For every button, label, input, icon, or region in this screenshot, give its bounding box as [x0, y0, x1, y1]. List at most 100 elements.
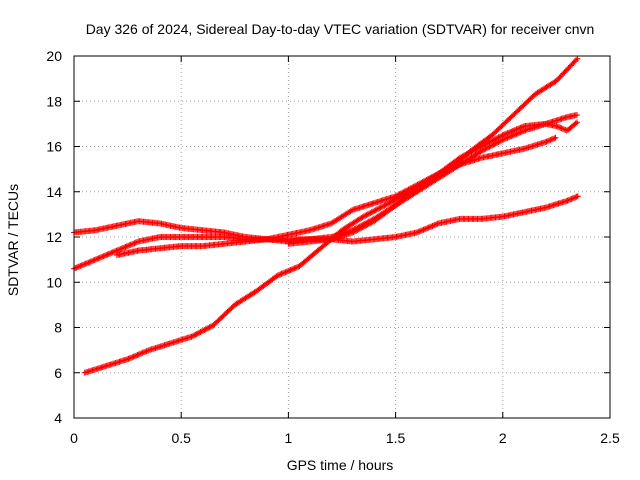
y-tick-label: 6 [54, 365, 62, 381]
y-tick-label: 12 [46, 229, 62, 245]
y-axis-label: SDTVAR / TECUs [5, 184, 21, 296]
y-tick-label: 4 [54, 410, 62, 426]
series-markers [285, 193, 581, 247]
data-point [255, 290, 257, 292]
y-tick-label: 20 [46, 48, 62, 64]
data-point [202, 236, 204, 238]
data-point [502, 216, 504, 218]
y-tick-label: 16 [46, 139, 62, 155]
data-point [523, 125, 525, 127]
data-point [287, 243, 289, 245]
data-point [502, 152, 504, 154]
data-point [373, 220, 375, 222]
data-point [223, 231, 225, 233]
data-point [94, 229, 96, 231]
y-tick-label: 18 [46, 93, 62, 109]
data-point [491, 134, 493, 136]
y-tick-label: 8 [54, 320, 62, 336]
data-point [459, 157, 461, 159]
data-point [94, 259, 96, 261]
data-point [577, 57, 579, 59]
x-axis-label: GPS time / hours [287, 457, 394, 473]
data-point [480, 157, 482, 159]
x-tick-label: 2.5 [600, 430, 620, 446]
data-point [480, 150, 482, 152]
data-point [116, 225, 118, 227]
data-point [287, 234, 289, 236]
data-point [159, 236, 161, 238]
tick-layer: 0 0.5 1 1.5 2 2.5 4 6 8 10 12 14 16 18 20 [46, 48, 620, 446]
data-point [137, 220, 139, 222]
data-point [277, 274, 279, 276]
data-point [480, 146, 482, 147]
data-point [555, 80, 557, 82]
data-point [384, 204, 386, 206]
data-point [266, 238, 268, 240]
data-point [437, 177, 439, 179]
data-point [523, 211, 525, 213]
data-point [352, 241, 354, 243]
data-point [298, 265, 300, 267]
data-point [212, 324, 214, 326]
x-tick-label: 1.5 [386, 430, 406, 446]
data-point [309, 229, 311, 231]
data-point [459, 218, 461, 220]
data-point [373, 202, 375, 204]
data-point [320, 247, 322, 249]
data-point [555, 136, 557, 138]
data-point [523, 148, 525, 150]
data-point [395, 236, 397, 238]
data-point [502, 139, 504, 141]
data-point [169, 342, 171, 344]
data-point [352, 231, 354, 233]
data-point [577, 195, 579, 197]
data-point [577, 114, 579, 116]
x-tick-label: 2 [499, 430, 507, 446]
data-point [373, 238, 375, 240]
data-point [416, 231, 418, 233]
data-point [502, 134, 504, 136]
data-point [223, 236, 225, 238]
data-point [416, 191, 418, 193]
data-point [202, 245, 204, 247]
data-point [395, 204, 397, 206]
data-point [159, 247, 161, 249]
data-point [223, 243, 225, 245]
x-tick-label: 0 [70, 430, 78, 446]
y-tick-label: 14 [46, 184, 62, 200]
data-point [234, 304, 236, 306]
data-point [352, 209, 354, 211]
data-point [245, 241, 247, 243]
data-point [545, 207, 547, 209]
data-point [577, 121, 579, 123]
data-point [180, 227, 182, 229]
data-point [180, 236, 182, 238]
data-point [116, 250, 118, 252]
series-sat-e [285, 193, 581, 247]
data-point [191, 336, 193, 338]
data-point [437, 222, 439, 224]
x-tick-label: 1 [285, 430, 293, 446]
data-point [137, 250, 139, 252]
data-point [245, 236, 247, 238]
data-point [84, 372, 86, 374]
series-sat-d [113, 134, 559, 259]
data-point [341, 229, 343, 231]
data-point [202, 229, 204, 231]
data-point [127, 358, 129, 360]
data-point [137, 241, 139, 243]
data-point [534, 93, 536, 95]
data-point [416, 186, 418, 188]
data-point [566, 200, 568, 202]
data-point [395, 195, 397, 197]
data-point [180, 245, 182, 247]
data-point [480, 218, 482, 220]
data-point [555, 125, 557, 127]
x-tick-label: 0.5 [171, 430, 191, 446]
data-point [330, 222, 332, 224]
data-point [437, 173, 439, 175]
data-point [148, 349, 150, 351]
series-sat-c [71, 119, 580, 243]
data-point [159, 222, 161, 224]
data-point [362, 216, 364, 218]
